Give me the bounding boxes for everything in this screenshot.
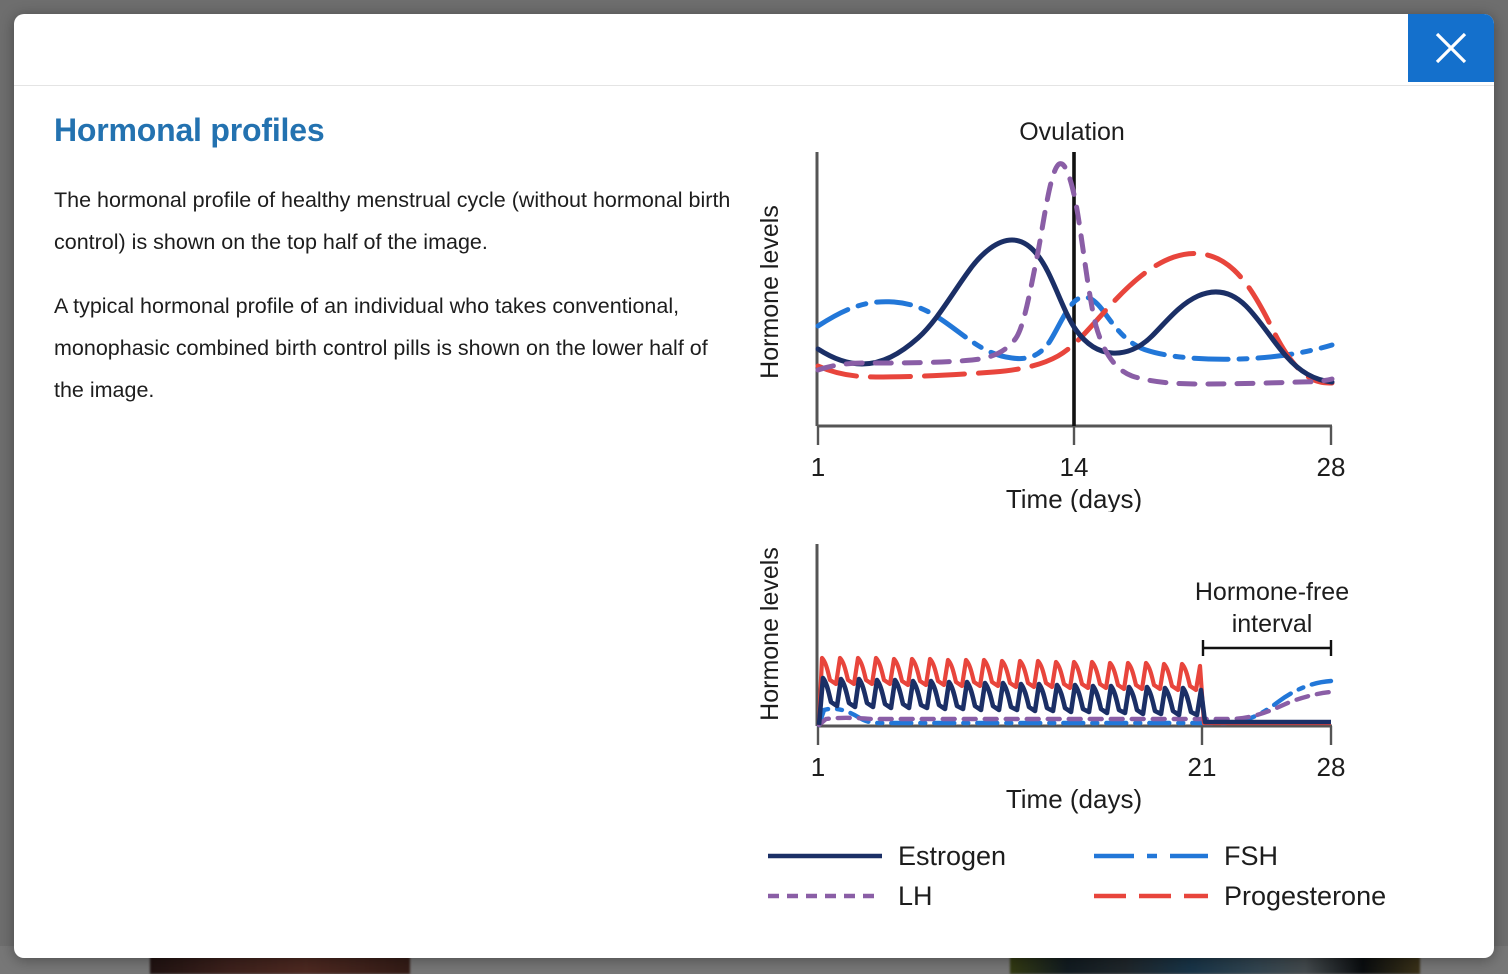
figure-column: Ovulation Hormone leve <box>754 112 1454 927</box>
chart-natural-cycle: Ovulation Hormone leve <box>754 112 1394 512</box>
y-axis-label-top: Hormone levels <box>756 205 784 379</box>
x-tick-label-1: 1 <box>811 452 825 482</box>
y-axis-label-bottom: Hormone levels <box>756 547 784 721</box>
hormone-free-label-line2: interval <box>1232 610 1313 638</box>
x-tick-label-28-bottom: 28 <box>1317 752 1346 782</box>
hormone-free-label-line1: Hormone-free <box>1195 578 1349 606</box>
x-tick-label-21-bottom: 21 <box>1188 752 1217 782</box>
close-icon <box>1430 27 1472 69</box>
x-tick-label-14: 14 <box>1060 452 1089 482</box>
legend-label-fsh: FSH <box>1224 841 1278 871</box>
legend-svg: Estrogen FSH LH Progesterone <box>754 826 1394 922</box>
text-column: Hormonal profiles The hormonal profile o… <box>54 112 754 927</box>
x-axis-label-top: Time (days) <box>1006 484 1142 512</box>
hormone-free-bracket <box>1203 640 1331 656</box>
page-title: Hormonal profiles <box>54 112 734 149</box>
chart-birth-control-cycle: Hormone-free interval Hormone levels <box>754 530 1394 820</box>
legend-label-lh: LH <box>898 881 933 911</box>
x-tick-label-28: 28 <box>1317 452 1346 482</box>
hormonal-profiles-modal: Hormonal profiles The hormonal profile o… <box>14 14 1494 958</box>
modal-header <box>14 14 1494 86</box>
close-button[interactable] <box>1408 14 1494 82</box>
chart-legend: Estrogen FSH LH Progesterone <box>754 826 1454 927</box>
ovulation-annotation-label: Ovulation <box>1019 118 1125 146</box>
x-tick-label-1-bottom: 1 <box>811 752 825 782</box>
x-axis-label-bottom: Time (days) <box>1006 784 1142 814</box>
body-paragraph-1: The hormonal profile of healthy menstrua… <box>54 179 734 263</box>
body-paragraph-2: A typical hormonal profile of an individ… <box>54 285 734 411</box>
legend-label-estrogen: Estrogen <box>898 841 1006 871</box>
modal-body: Hormonal profiles The hormonal profile o… <box>14 86 1494 927</box>
legend-label-progesterone: Progesterone <box>1224 881 1386 911</box>
